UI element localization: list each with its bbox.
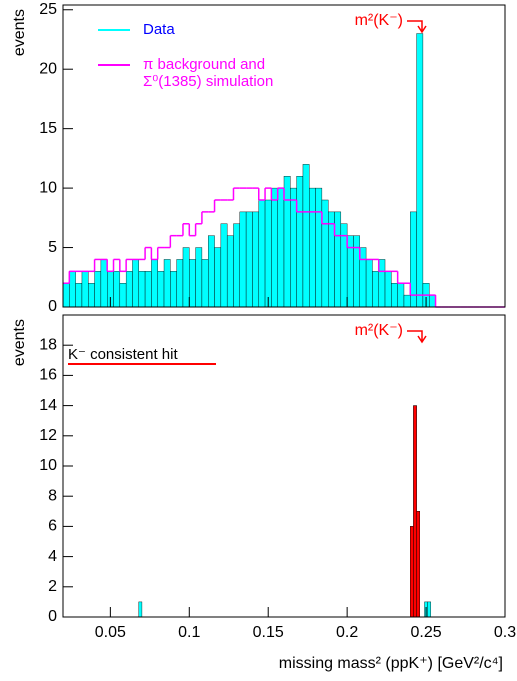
- y-tick-label: 18: [39, 336, 57, 353]
- bar: [245, 211, 253, 308]
- bar: [290, 187, 297, 308]
- bar: [157, 271, 165, 308]
- bar: [427, 601, 432, 618]
- bar: [88, 283, 95, 308]
- bar: [264, 199, 272, 308]
- bar: [271, 187, 278, 308]
- bar: [365, 259, 373, 308]
- bar: [359, 247, 367, 308]
- x-tick-label: 0.2: [336, 624, 358, 641]
- y-tick-label: 5: [48, 239, 57, 256]
- y-tick-label: 16: [39, 367, 57, 384]
- bar: [113, 271, 121, 308]
- bar: [302, 164, 310, 308]
- bar: [397, 283, 405, 308]
- y-axis-label: events: [11, 9, 28, 56]
- bar: [138, 601, 143, 618]
- bar: [321, 199, 329, 308]
- bar: [62, 283, 70, 308]
- frame: [62, 4, 506, 308]
- bar: [384, 271, 392, 308]
- bar: [182, 247, 190, 308]
- bar: [391, 283, 398, 308]
- legend-label: π background and Σ⁰(1385) simulation: [143, 56, 274, 90]
- bar: [94, 271, 102, 308]
- bar: [309, 187, 316, 308]
- bar: [214, 247, 222, 308]
- bar: [334, 211, 342, 308]
- annotation: m²(K⁻): [355, 322, 403, 339]
- bar: [233, 223, 241, 308]
- bar: [176, 259, 184, 308]
- y-axis-label: events: [11, 319, 28, 366]
- annotation-arrow: [407, 330, 427, 344]
- bar: [201, 259, 209, 308]
- y-tick-label: 20: [39, 60, 57, 77]
- bar: [151, 259, 158, 308]
- bar: [252, 211, 259, 308]
- bar: [413, 405, 417, 618]
- bar: [125, 271, 133, 308]
- bar: [226, 235, 234, 308]
- x-tick-label: 0.05: [95, 624, 126, 641]
- y-tick-label: 8: [48, 487, 57, 504]
- bar: [353, 235, 360, 308]
- bar: [138, 271, 146, 308]
- y-tick-label: 2: [48, 578, 57, 595]
- bar: [429, 294, 436, 308]
- bar: [220, 223, 228, 308]
- y-tick-label: 6: [48, 518, 57, 535]
- bar: [315, 187, 323, 308]
- bar: [163, 259, 171, 308]
- bar: [239, 211, 247, 308]
- bar: [410, 211, 417, 308]
- y-tick-label: 15: [39, 120, 57, 137]
- bar: [75, 283, 83, 308]
- bar: [208, 235, 215, 308]
- x-tick-label: 0.15: [253, 624, 284, 641]
- bar: [328, 211, 335, 308]
- bar: [170, 271, 177, 308]
- x-tick-label: 0.1: [178, 624, 200, 641]
- y-tick-label: 14: [39, 397, 57, 414]
- bar: [296, 176, 304, 308]
- y-tick-label: 4: [48, 548, 57, 565]
- annotation-arrow: [407, 20, 427, 34]
- bar: [258, 199, 266, 308]
- bar: [378, 259, 386, 308]
- x-tick-label: 0.3: [494, 624, 516, 641]
- bar: [81, 271, 89, 308]
- bar: [119, 283, 127, 308]
- bar: [189, 259, 196, 308]
- annotation: m²(K⁻): [355, 12, 403, 29]
- bar: [277, 187, 285, 308]
- bar: [69, 271, 76, 308]
- bar: [144, 271, 152, 308]
- bar: [403, 294, 411, 308]
- bar: [283, 176, 291, 308]
- bar: [410, 526, 414, 618]
- y-tick-label: 12: [39, 427, 57, 444]
- legend-label: Data: [143, 21, 175, 38]
- bar: [416, 33, 424, 308]
- bar: [416, 511, 420, 618]
- bar: [100, 259, 108, 308]
- bar: [195, 247, 203, 308]
- legend-label: K⁻ consistent hit: [68, 346, 178, 363]
- x-axis-label: missing mass² (ppK⁺) [GeV²/c⁴]: [279, 655, 503, 672]
- y-tick-label: 0: [48, 298, 57, 315]
- y-tick-label: 10: [39, 179, 57, 196]
- bar: [132, 259, 139, 308]
- y-tick-label: 0: [48, 608, 57, 625]
- y-tick-label: 25: [39, 1, 57, 18]
- y-tick-label: 10: [39, 457, 57, 474]
- bar: [346, 235, 354, 308]
- x-tick-label: 0.25: [411, 624, 442, 641]
- bar: [372, 271, 379, 308]
